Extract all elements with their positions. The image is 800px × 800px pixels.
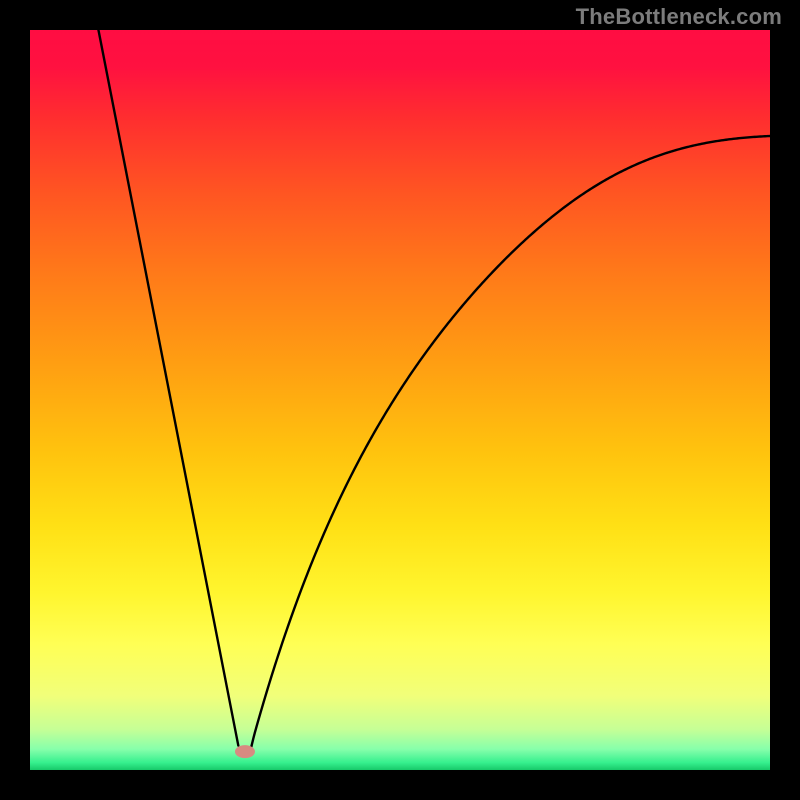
optimal-point-marker: [235, 745, 255, 758]
bottleneck-plot: [30, 30, 770, 770]
plot-background: [30, 30, 770, 770]
watermark-text: TheBottleneck.com: [576, 4, 782, 30]
chart-container: TheBottleneck.com: [0, 0, 800, 800]
